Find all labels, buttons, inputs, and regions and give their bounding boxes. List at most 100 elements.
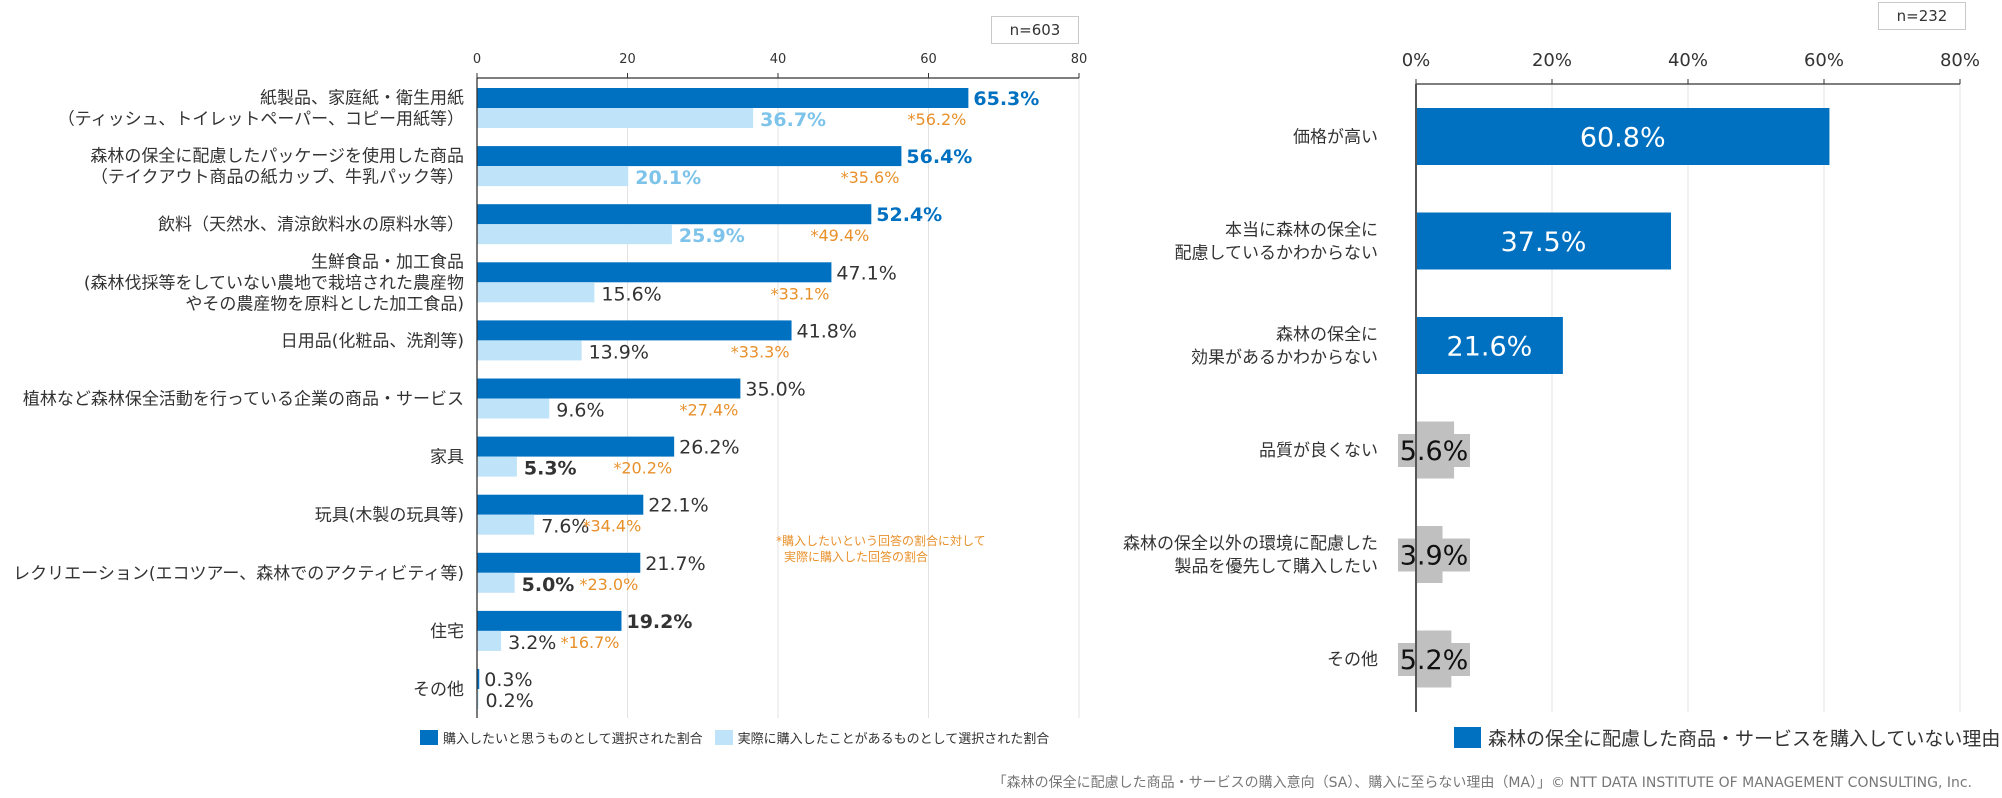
data-label: 3.9% — [1400, 541, 1469, 572]
category-label: 住宅 — [430, 622, 464, 642]
bar-actual — [477, 398, 550, 419]
bar-reason — [1416, 317, 1563, 374]
category-label: 植林など森林保全活動を行っている企業の商品・サービス — [23, 390, 464, 410]
ratio-annotation-line-2: 実際に購入した回答の割合 — [784, 550, 929, 564]
data-label-actual: 20.1% — [635, 167, 701, 189]
data-label-actual: 7.6% — [541, 516, 589, 538]
bar-intent — [477, 494, 644, 515]
category-label: 日用品(化粧品、洗剤等) — [281, 331, 464, 351]
category-label: 効果があるかわからない — [1191, 348, 1378, 368]
data-label-intent: 47.1% — [836, 262, 896, 284]
data-label-actual: 36.7% — [760, 109, 826, 131]
ratio-label: *33.3% — [731, 342, 790, 361]
bar-reason — [1416, 212, 1671, 270]
bar-intent — [477, 262, 832, 283]
bar-intent — [477, 552, 641, 573]
bar-intent — [477, 610, 622, 631]
legend-item-intent: 購入したいと思うものとして選択された割合 — [420, 728, 703, 747]
right-legend: 森林の保全に配慮した商品・サービスを購入していない理由 — [1454, 724, 2000, 751]
data-label-intent: 41.8% — [797, 320, 857, 342]
legend-item-actual: 実際に購入したことがあるものとして選択された割合 — [714, 728, 1049, 747]
ratio-label: *33.1% — [771, 284, 830, 303]
data-label-intent: 26.2% — [679, 437, 739, 459]
bar-reason — [1416, 108, 1830, 165]
data-label-intent: 19.2% — [626, 611, 692, 633]
bar-actual — [477, 514, 535, 535]
legend-swatch-intent — [420, 730, 438, 745]
ratio-label: *16.7% — [561, 633, 620, 652]
data-label-intent: 22.1% — [648, 495, 708, 517]
data-label-actual: 5.0% — [522, 574, 575, 596]
right-sample-size-box: n=232 — [1878, 2, 1966, 30]
category-label: 生鮮食品・加工食品 — [311, 252, 464, 272]
category-label: (森林伐採等をしていない農地で栽培された農産物 — [84, 273, 464, 293]
data-label-intent: 0.3% — [484, 669, 532, 691]
bar-actual — [477, 630, 502, 651]
bar-actual — [477, 456, 517, 477]
data-label-box — [1398, 434, 1470, 467]
category-label: レクリエーション(エコツアー、森林でのアクティビティ等) — [13, 564, 464, 584]
ratio-label: *34.4% — [582, 517, 641, 536]
category-label: 紙製品、家庭紙・衛生用紙 — [260, 89, 464, 109]
bar-intent — [477, 146, 902, 167]
data-label-actual: 13.9% — [589, 341, 649, 363]
bar-actual — [477, 572, 515, 593]
legend-swatch-reasons — [1454, 727, 1481, 748]
category-label: 本当に森林の保全に — [1225, 221, 1378, 241]
data-label-intent: 21.7% — [645, 553, 705, 575]
x-tick-label: 20% — [1532, 50, 1572, 71]
bar-intent — [477, 88, 969, 108]
x-tick-label: 0% — [1402, 50, 1431, 71]
ratio-annotation-line-1: *購入したいという回答の割合に対して — [776, 534, 986, 548]
category-label: （ティッシュ、トイレットペーパー、コピー用紙等） — [58, 110, 464, 130]
x-tick-label: 80 — [1071, 52, 1088, 67]
data-label-actual: 5.3% — [524, 458, 577, 480]
category-label: 森林の保全に — [1276, 325, 1378, 345]
category-label: 玩具(木製の玩具等) — [315, 506, 464, 526]
data-label: 5.6% — [1400, 436, 1469, 467]
x-tick-label: 20 — [619, 52, 636, 67]
legend-swatch-actual — [714, 730, 733, 745]
ratio-label: *27.4% — [680, 401, 739, 420]
bar-actual — [477, 340, 582, 361]
legend-label-reasons: 森林の保全に配慮した商品・サービスを購入していない理由 — [1488, 728, 2001, 750]
left-legend: 購入したいと思うものとして選択された割合 実際に購入したことがあるものとして選択… — [420, 728, 1061, 747]
data-label-actual: 9.6% — [556, 400, 604, 422]
bar-intent — [477, 320, 792, 341]
x-tick-label: 40 — [770, 52, 787, 67]
bar-intent — [477, 378, 741, 399]
bar-intent — [477, 436, 675, 457]
data-label-intent: 35.0% — [745, 379, 805, 401]
category-label: 品質が良くない — [1259, 441, 1378, 461]
category-label: 家具 — [430, 448, 464, 468]
bar-intent — [477, 669, 480, 689]
data-label-actual: 15.6% — [601, 283, 661, 305]
data-label: 60.8% — [1580, 123, 1666, 154]
data-label-intent: 52.4% — [876, 204, 942, 226]
purchase-intent-chart: 0 20 40 60 80 65.3% 36.7% *56.2% 紙製品、家庭紙・衛生用紙（ティ… — [13, 52, 1087, 718]
bar-actual — [477, 108, 754, 128]
ratio-label: *49.4% — [810, 226, 869, 245]
source-footer: 「森林の保全に配慮した商品・サービスの購入意向（SA）、購入に至らない理由（MA… — [992, 775, 1972, 791]
category-label: その他 — [1327, 650, 1378, 670]
x-tick-label: 60 — [920, 52, 937, 67]
category-label: （テイクアウト商品の紙カップ、牛乳パック等） — [91, 168, 464, 188]
category-label: 森林の保全以外の環境に配慮した — [1123, 534, 1378, 554]
ratio-annotation: *購入したいという回答の割合に対して 実際に購入した回答の割合 — [776, 533, 986, 565]
data-label-box — [1398, 538, 1470, 572]
category-label: やその農産物を原料とした加工食品) — [185, 294, 464, 314]
ratio-label: *20.2% — [613, 459, 672, 478]
data-label-box — [1398, 643, 1470, 676]
category-label: 製品を優先して購入したい — [1175, 557, 1379, 577]
data-label: 5.2% — [1400, 645, 1469, 676]
non-purchase-reasons-chart: 0% 20% 40% 60% 80% 60.8% 価格が高い 37.5% 本当に森林の保全に配慮… — [1123, 50, 1980, 712]
category-label: 森林の保全に配慮したパッケージを使用した商品 — [90, 146, 464, 167]
ratio-label: *56.2% — [908, 110, 967, 129]
bar-actual — [477, 282, 595, 303]
category-label: 価格が高い — [1293, 128, 1378, 148]
x-tick-label: 40% — [1668, 50, 1708, 71]
legend-label-intent: 購入したいと思うものとして選択された割合 — [443, 732, 703, 747]
data-label: 21.6% — [1447, 332, 1533, 363]
bar-actual — [477, 166, 629, 187]
